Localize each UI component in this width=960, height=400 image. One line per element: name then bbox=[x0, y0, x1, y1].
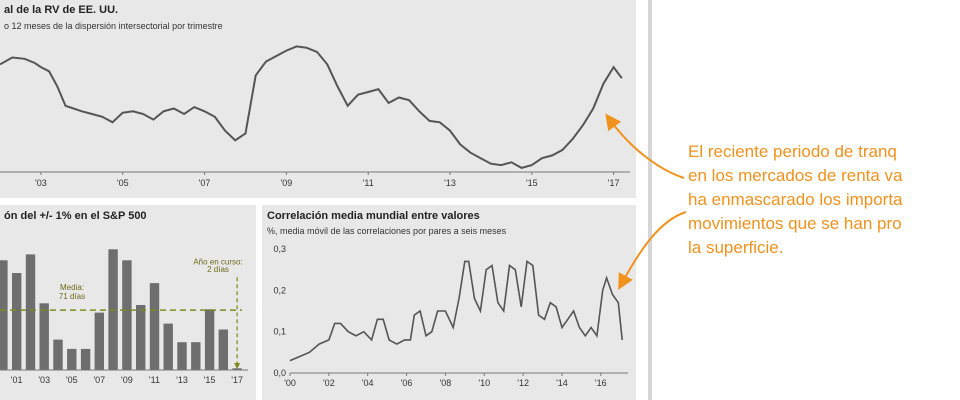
correlation-y-tick-label: 0,3 bbox=[273, 244, 286, 254]
dispersion-chart-panel: al de la RV de EE. UU. o 12 meses de la … bbox=[0, 0, 636, 198]
dispersion-x-tick-label: '11 bbox=[363, 178, 374, 188]
callout-line: en los mercados de renta va bbox=[688, 166, 903, 185]
sp500-bar bbox=[12, 273, 22, 370]
callout-text: El reciente periodo de tranq en los merc… bbox=[688, 140, 903, 260]
correlation-y-tick-label: 0,1 bbox=[273, 327, 286, 337]
callout-line: El reciente periodo de tranq bbox=[688, 142, 897, 161]
correlation-x-tick-label: '10 bbox=[478, 378, 490, 388]
sp500-bar bbox=[204, 309, 215, 371]
sp500-bar bbox=[191, 342, 201, 370]
correlation-x-tick-label: '02 bbox=[323, 378, 335, 388]
callout-line: la superficie. bbox=[688, 238, 784, 257]
callout-line: movimientos que se han pro bbox=[688, 214, 902, 233]
correlation-x-tick-label: '00 bbox=[284, 378, 296, 388]
correlation-y-tick-label: 0,2 bbox=[273, 285, 286, 295]
dispersion-chart-plot: '03 '05 '07 '09 '11 '13 '15 '17 bbox=[0, 45, 630, 188]
correlation-series-line bbox=[289, 259, 623, 362]
sp500-x-tick-label: '09 bbox=[121, 375, 133, 385]
sp500-x-tick-label: '01 bbox=[11, 375, 23, 385]
sp500-bar bbox=[25, 254, 36, 370]
correlation-x-tick-label: '16 bbox=[595, 378, 607, 388]
sp500-bar bbox=[177, 342, 187, 370]
sp500-bar bbox=[149, 283, 160, 370]
sp500-x-tick-label: '15 bbox=[204, 375, 216, 385]
correlation-chart-subtitle: %, media móvil de las correlaciones por … bbox=[267, 226, 507, 236]
sp500-x-tick-label: '07 bbox=[93, 375, 105, 385]
dispersion-x-tick-label: '09 bbox=[280, 178, 292, 188]
sp500-x-tick-label: '13 bbox=[176, 375, 188, 385]
correlation-chart-title: Correlación media mundial entre valores bbox=[267, 210, 480, 222]
correlation-x-tick-label: '08 bbox=[440, 378, 452, 388]
sp500-days-chart-plot: '01 '03 '05 '07 '09 '11 '13 '15 '17 Media:71 días… bbox=[0, 249, 248, 385]
correlation-y-tick-label: 0,0 bbox=[273, 368, 286, 378]
sp500-bar bbox=[0, 260, 8, 370]
correlation-x-tick-label: '12 bbox=[517, 378, 529, 388]
sp500-bar bbox=[136, 305, 146, 370]
dispersion-x-tick-label: '15 bbox=[526, 178, 538, 188]
dispersion-x-tick-label: '07 bbox=[199, 178, 211, 188]
dispersion-chart-title: al de la RV de EE. UU. bbox=[4, 4, 119, 16]
dispersion-x-tick-label: '03 bbox=[35, 178, 47, 188]
sp500-ytd-label: Año en curso: bbox=[193, 258, 242, 267]
correlation-chart-plot: 0,0 0,1 0,2 0,3 '00 '02 '04 '06 '08 '10 '12 '14 '16 bbox=[273, 244, 628, 388]
sp500-days-chart-panel: ón del +/- 1% en el S&P 500 '01 '03 '05 '07… bbox=[0, 205, 256, 400]
sp500-average-label: Media: bbox=[60, 283, 84, 292]
dispersion-series-line bbox=[0, 45, 623, 169]
sp500-bar bbox=[218, 329, 228, 370]
sp500-bar bbox=[39, 303, 49, 370]
sp500-bar bbox=[163, 323, 173, 370]
correlation-x-tick-label: '06 bbox=[401, 378, 413, 388]
sp500-days-chart-title: ón del +/- 1% en el S&P 500 bbox=[4, 210, 147, 222]
dispersion-x-tick-label: '13 bbox=[444, 178, 456, 188]
sp500-ytd-arrow-head bbox=[234, 363, 241, 369]
sp500-bar bbox=[53, 339, 63, 370]
sp500-x-tick-label: '17 bbox=[231, 375, 243, 385]
sp500-bar bbox=[232, 368, 242, 370]
sp500-bar bbox=[122, 260, 132, 370]
correlation-chart-panel: Correlación media mundial entre valores … bbox=[262, 205, 636, 400]
sp500-bar bbox=[80, 348, 91, 370]
sp500-x-tick-label: '03 bbox=[38, 375, 50, 385]
dispersion-x-tick-label: '05 bbox=[117, 178, 129, 188]
correlation-x-tick-label: '04 bbox=[362, 378, 374, 388]
dispersion-chart-subtitle: o 12 meses de la dispersión intersectori… bbox=[4, 21, 223, 31]
sp500-x-tick-label: '05 bbox=[66, 375, 78, 385]
page-divider bbox=[648, 0, 652, 400]
callout-line: ha enmascarado los importa bbox=[688, 190, 903, 209]
sp500-average-value: 71 días bbox=[59, 292, 85, 301]
sp500-bar bbox=[67, 348, 77, 370]
correlation-x-tick-label: '14 bbox=[556, 378, 568, 388]
dispersion-x-tick-label: '17 bbox=[608, 178, 620, 188]
sp500-ytd-value: 2 días bbox=[207, 265, 229, 274]
sp500-x-tick-label: '11 bbox=[149, 375, 160, 385]
sp500-bar bbox=[94, 312, 104, 370]
